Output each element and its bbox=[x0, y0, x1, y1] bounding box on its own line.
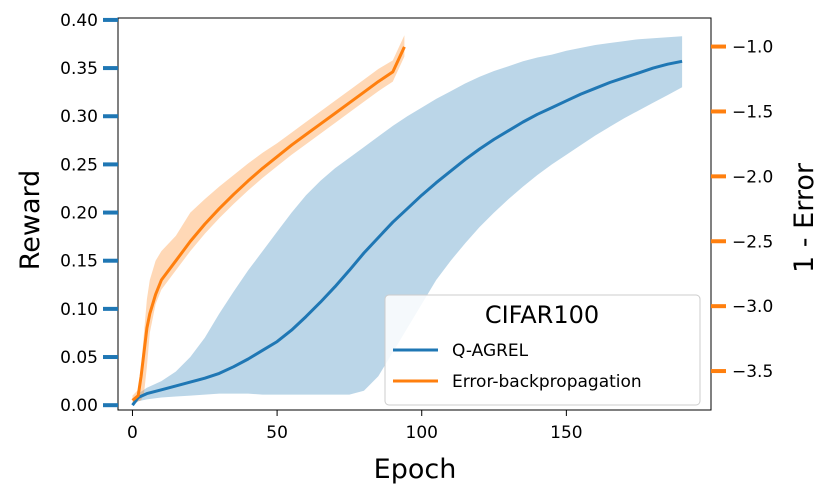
y2-tick-label: −1.5 bbox=[732, 102, 773, 122]
y-tick-label: 0.10 bbox=[60, 300, 98, 320]
series-lines bbox=[131, 46, 683, 407]
y2-axis-ticks: −1.0 −1.5 −2.0 −2.5 −3.0 −3.5 bbox=[711, 38, 773, 382]
line-error-backpropagation bbox=[131, 46, 406, 402]
y-axis-label: Reward bbox=[15, 170, 46, 271]
y2-tick-label: −1.0 bbox=[732, 38, 773, 58]
x-axis-ticks: 0 50 100 150 bbox=[127, 410, 583, 443]
x-tick-label: 100 bbox=[406, 423, 438, 443]
y2-tick-label: −2.0 bbox=[732, 167, 773, 187]
legend-title: CIFAR100 bbox=[485, 301, 599, 329]
band-error-backpropagation bbox=[132, 35, 405, 406]
legend-label-q-agrel: Q-AGREL bbox=[452, 341, 529, 361]
legend: CIFAR100 Q-AGREL Error-backpropagation bbox=[384, 294, 701, 406]
y-axis-ticks: 0.00 0.05 0.10 0.15 0.20 0.25 0.30 0.35 0.40 bbox=[60, 11, 118, 416]
band-q-agrel bbox=[132, 36, 683, 406]
x-axis-label: Epoch bbox=[374, 454, 457, 485]
x-tick-label: 150 bbox=[550, 423, 582, 443]
y2-tick-label: −3.5 bbox=[732, 362, 773, 382]
line-q-agrel bbox=[131, 59, 683, 407]
y-tick-label: 0.20 bbox=[60, 204, 98, 224]
y2-tick-label: −2.5 bbox=[732, 232, 773, 252]
y-tick-label: 0.35 bbox=[60, 59, 98, 79]
x-tick-label: 50 bbox=[266, 423, 288, 443]
legend-box bbox=[384, 294, 701, 406]
y-tick-label: 0.30 bbox=[60, 107, 98, 127]
confidence-bands bbox=[132, 35, 683, 406]
y2-axis-label: 1 - Error bbox=[789, 162, 820, 273]
y-tick-label: 0.00 bbox=[60, 396, 98, 416]
y-tick-label: 0.40 bbox=[60, 11, 98, 31]
x-tick-label: 0 bbox=[127, 423, 138, 443]
y2-tick-label: −3.0 bbox=[732, 297, 773, 317]
legend-label-error-backpropagation: Error-backpropagation bbox=[452, 372, 642, 392]
y-tick-label: 0.25 bbox=[60, 155, 98, 175]
y-tick-label: 0.15 bbox=[60, 252, 98, 272]
y-tick-label: 0.05 bbox=[60, 348, 98, 368]
